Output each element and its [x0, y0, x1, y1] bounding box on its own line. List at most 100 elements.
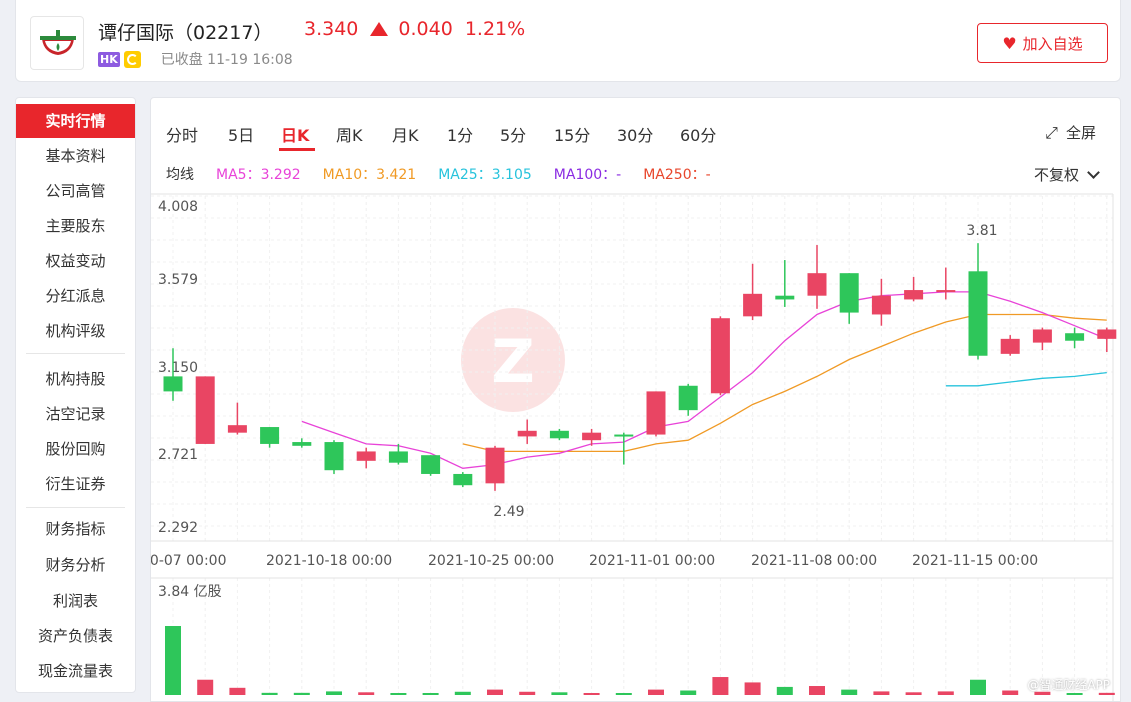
candle — [678, 383, 698, 416]
candle-body — [517, 430, 537, 437]
candle — [356, 447, 376, 469]
volume-bar — [744, 682, 761, 695]
candle — [839, 273, 859, 324]
tab-weekly-k[interactable]: 周K — [336, 126, 363, 145]
volume-bar — [293, 692, 310, 695]
sidebar-item-balance-sheet[interactable]: 资产负债表 — [37, 627, 113, 645]
candle — [517, 419, 537, 444]
svg-text:Z: Z — [491, 327, 535, 397]
high-price-label: 3.81 — [966, 223, 997, 239]
candle-body — [743, 293, 763, 317]
x-tick-label: 2021-10-25 00:00 — [428, 553, 554, 569]
sidebar-item-institutional[interactable]: 机构持股 — [45, 370, 106, 388]
add-watchlist-button[interactable]: ♥ 加入自选 — [977, 23, 1108, 63]
price-adjust-select[interactable]: 不复权 — [1034, 164, 1100, 185]
sidebar: 实时行情 基本资料 公司高管 主要股东 权益变动 分红派息 机构评级 机构持股 … — [15, 97, 136, 693]
candle — [743, 263, 763, 321]
ma-label: 均线 — [166, 167, 194, 183]
candle-body — [453, 473, 473, 486]
tab-15min[interactable]: 15分 — [554, 126, 591, 145]
candle-body — [1065, 333, 1085, 341]
sidebar-item-executives[interactable]: 公司高管 — [45, 182, 106, 200]
price-change: 0.040 — [398, 18, 453, 40]
volume-bar — [841, 689, 858, 695]
price-change-pct: 1.21% — [464, 18, 526, 40]
sidebar-item-buyback[interactable]: 股份回购 — [45, 440, 106, 458]
volume-bar — [583, 693, 600, 695]
volume-bar — [165, 626, 181, 695]
volume-bar — [390, 693, 407, 695]
candle — [775, 260, 795, 307]
candle — [549, 428, 569, 441]
sidebar-item-shareholders[interactable]: 主要股东 — [45, 217, 106, 235]
candle — [292, 438, 312, 448]
candle-body — [292, 442, 312, 446]
sidebar-item-dividends[interactable]: 分红派息 — [45, 287, 106, 305]
volume-bar — [1034, 691, 1051, 695]
tab-daily-k[interactable]: 日K — [281, 126, 310, 145]
y-tick-label: 3.150 — [158, 360, 198, 376]
tab-monthly-k[interactable]: 月K — [392, 126, 419, 145]
candle — [1000, 335, 1020, 356]
candle-body — [646, 391, 666, 435]
brand-watermark-text: @智通财经APP — [1027, 678, 1110, 692]
expand-icon: ⤢ — [1045, 122, 1058, 142]
market-status: 已收盘 11-19 16:08 — [160, 52, 293, 68]
up-arrow-icon — [370, 22, 389, 36]
tab-60min[interactable]: 60分 — [680, 126, 717, 145]
volume-bar — [1066, 693, 1083, 695]
tab-1min[interactable]: 1分 — [447, 126, 474, 145]
candle-body — [549, 430, 569, 439]
sidebar-item-short-selling[interactable]: 沽空记录 — [45, 405, 106, 423]
sidebar-item-equity-changes[interactable]: 权益变动 — [45, 252, 106, 270]
candles — [163, 243, 1117, 491]
candle-body — [356, 451, 376, 461]
status-row: HK 已收盘 11-19 16:08 — [98, 49, 293, 69]
y-axis: 4.008 3.579 3.150 2.721 2.292 — [158, 199, 198, 536]
candle — [871, 278, 891, 326]
volume-bars: 3.84 亿股 — [158, 584, 1115, 695]
candle-body — [678, 385, 698, 411]
volume-bar — [551, 692, 568, 695]
sidebar-item-cash-flow[interactable]: 现金流量表 — [37, 662, 113, 680]
tab-5min[interactable]: 5分 — [500, 126, 527, 145]
volume-bar — [1002, 690, 1019, 695]
sidebar-item-realtime[interactable]: 实时行情 — [16, 104, 135, 138]
tab-intraday[interactable]: 分时 — [166, 126, 199, 145]
candle-body — [1097, 329, 1117, 339]
sidebar-item-income-statement[interactable]: 利润表 — [52, 592, 98, 610]
candle — [936, 267, 956, 300]
sidebar-item-financial-analysis[interactable]: 财务分析 — [45, 556, 106, 574]
sidebar-item-profile[interactable]: 基本资料 — [45, 147, 106, 165]
candle — [1032, 327, 1052, 351]
tab-5day[interactable]: 5日 — [228, 126, 255, 145]
candle — [807, 245, 827, 309]
ma-legend: 均线 MA5：3.292 MA10：3.421 MA25：3.105 MA100… — [166, 164, 733, 184]
chart-panel: 分时 5日 日K 周K 月K 1分 5分 15分 30分 60分 ⤢ 全屏 均线… — [150, 97, 1121, 702]
candle — [421, 455, 441, 476]
sidebar-divider — [26, 507, 125, 508]
candle — [904, 276, 924, 302]
volume-bar — [615, 693, 632, 695]
volume-bar — [326, 691, 342, 695]
ma25-line — [945, 371, 1107, 387]
candle — [163, 348, 183, 401]
sidebar-item-ratings[interactable]: 机构评级 — [45, 322, 106, 340]
candlestick-chart[interactable]: Z 4.008 3.579 3.150 2.721 2.292 10-07 00:00 2… — [151, 98, 1121, 702]
fullscreen-button[interactable]: ⤢ 全屏 — [1045, 122, 1096, 143]
candle-body — [710, 318, 730, 394]
candle — [614, 432, 634, 465]
sidebar-item-financial-indicators[interactable]: 财务指标 — [45, 520, 106, 538]
volume-bar — [809, 686, 825, 695]
y-tick-label: 4.008 — [158, 199, 198, 215]
tab-30min[interactable]: 30分 — [617, 126, 654, 145]
volume-axis-label: 3.84 亿股 — [158, 584, 222, 600]
x-tick-label: 10-07 00:00 — [151, 553, 226, 569]
volume-bar — [261, 692, 278, 695]
sidebar-item-derivatives[interactable]: 衍生证券 — [45, 475, 106, 493]
candle-body — [968, 271, 988, 356]
candle-body — [260, 427, 280, 444]
x-axis: 10-07 00:00 2021-10-18 00:00 2021-10-25 00… — [151, 553, 1038, 569]
volume-bar — [937, 691, 954, 695]
company-logo — [30, 16, 84, 70]
